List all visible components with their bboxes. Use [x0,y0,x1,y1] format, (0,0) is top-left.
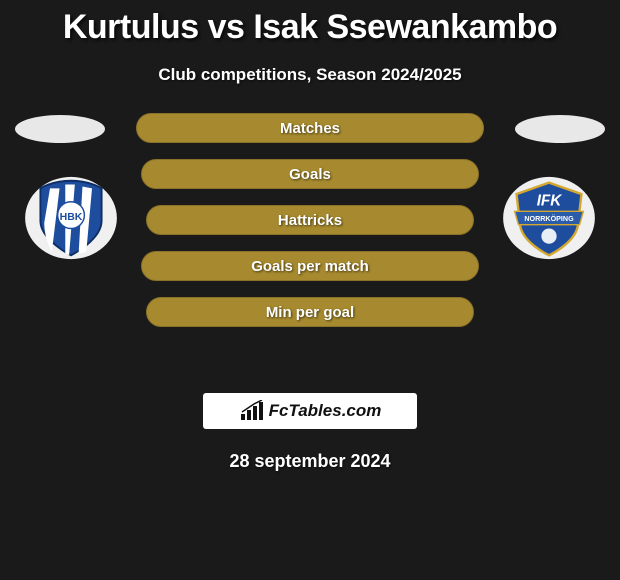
halmstad-bk-badge: HBK [22,175,120,261]
player2-name: Isak Ssewankambo [253,8,557,46]
vs-text: vs [208,8,245,46]
bar-label: Goals per match [251,258,369,275]
chart-area: HBK IFK NORRKÖPING Matches Goals Hattric… [0,125,620,375]
brand-text: FcTables.com [269,401,382,421]
subtitle: Club competitions, Season 2024/2025 [0,65,620,85]
bars-container: Matches Goals Hattricks Goals per match … [136,113,484,343]
bar-goals-per-match: Goals per match [141,251,479,281]
bar-label: Matches [280,120,340,137]
bar-hattricks: Hattricks [146,205,473,235]
bar-label: Hattricks [278,212,342,229]
svg-text:HBK: HBK [60,211,83,223]
svg-text:NORRKÖPING: NORRKÖPING [524,214,574,223]
bar-matches: Matches [136,113,484,143]
player2-oval [515,115,605,143]
player1-oval [15,115,105,143]
date-text: 28 september 2024 [0,451,620,472]
bar-label: Min per goal [266,304,354,321]
brand-box: FcTables.com [203,393,417,429]
bar-label: Goals [289,166,331,183]
bar-goals: Goals [141,159,479,189]
player1-name: Kurtulus [63,8,199,46]
root: Kurtulus vs Isak Ssewankambo Club compet… [0,0,620,472]
ifk-norrkoping-badge: IFK NORRKÖPING [500,175,598,261]
chart-icon [239,400,267,422]
bar-min-per-goal: Min per goal [146,297,473,327]
page-title: Kurtulus vs Isak Ssewankambo [0,0,620,47]
svg-text:IFK: IFK [537,193,563,210]
